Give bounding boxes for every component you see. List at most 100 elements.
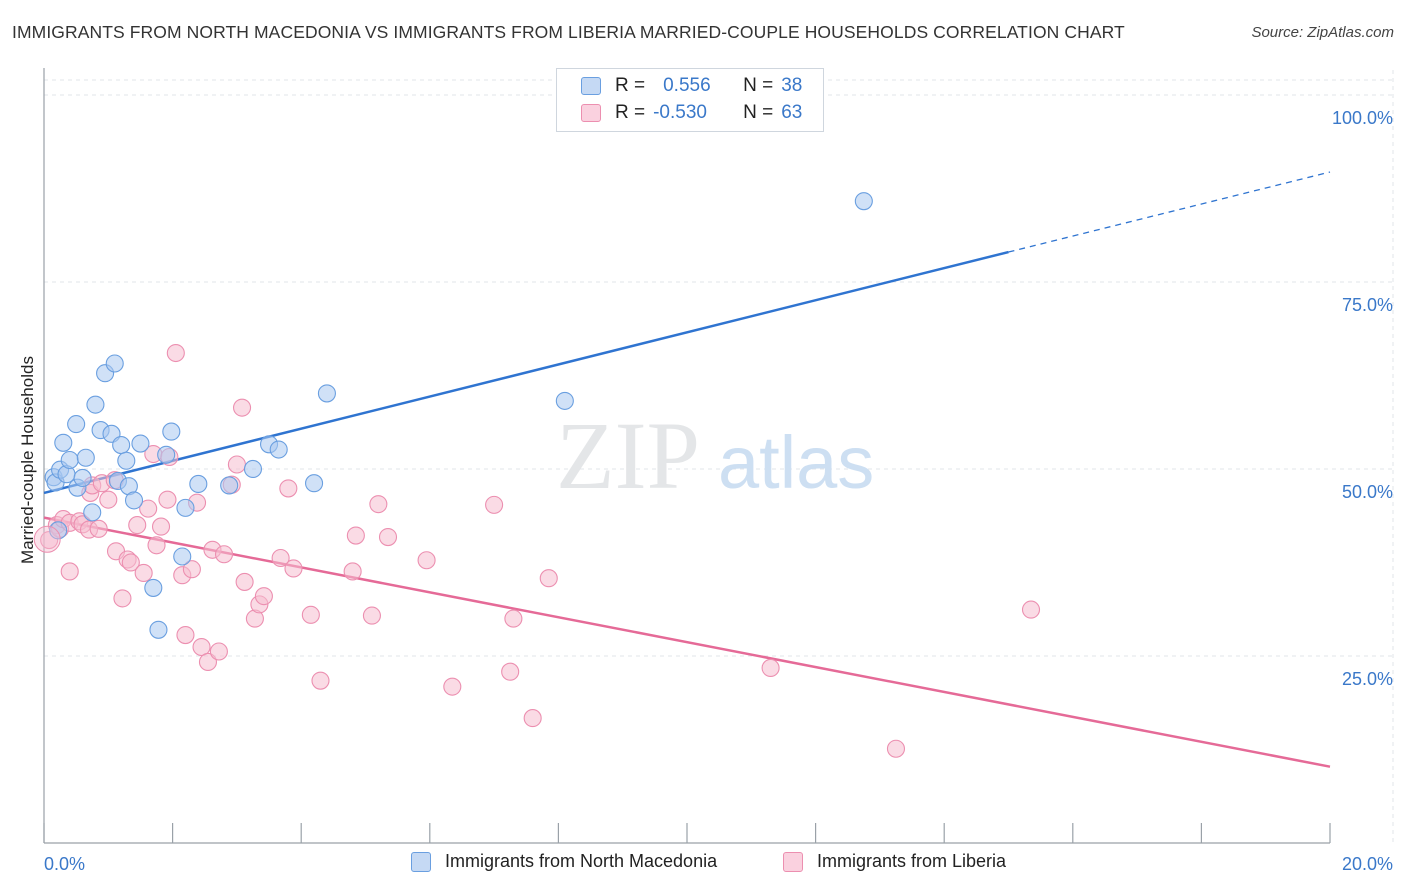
legend-r-value: 0.556 [663, 75, 711, 96]
pink-point [151, 517, 171, 536]
blue-point [124, 491, 144, 510]
blue-point [317, 384, 336, 403]
pink-point [311, 671, 330, 690]
pink-point [417, 551, 436, 570]
pink-point [121, 553, 140, 572]
blue-point [189, 474, 208, 493]
legend-item-liberia[interactable]: Immigrants from Liberia [783, 851, 1006, 872]
pink-point [158, 490, 177, 509]
pink-point [369, 495, 388, 514]
blue-point [49, 521, 68, 540]
pink-point [227, 455, 246, 474]
y-tick-label: 50.0% [1342, 482, 1393, 502]
x-tick-label-max: 20.0% [1342, 854, 1393, 874]
blue-point [76, 448, 95, 467]
blue-point [73, 468, 92, 488]
blue-point [131, 434, 150, 453]
pink-point [301, 605, 320, 624]
axes [43, 68, 1331, 844]
x-tick-label-min: 0.0% [44, 854, 85, 874]
pink-point [128, 516, 147, 535]
blue-point [176, 498, 195, 517]
pink-point [192, 637, 211, 657]
pink-point [539, 569, 558, 588]
trend-line-blue [43, 250, 1009, 495]
legend-r-label: R = [615, 102, 646, 123]
legend-swatch-pink [783, 851, 803, 872]
blue-point [67, 415, 86, 434]
pink-point [214, 545, 234, 564]
pink-point [89, 519, 108, 538]
pink-point [134, 563, 153, 583]
pink-point [60, 562, 79, 581]
pink-point [139, 499, 158, 518]
blue-point [60, 450, 79, 470]
pink-point [254, 587, 273, 606]
blue-point [86, 395, 105, 414]
watermark-atlas: atlas [718, 421, 874, 504]
pink-point [343, 562, 362, 581]
blue-point [269, 440, 288, 459]
pink-point [182, 560, 201, 579]
trend-line-pink [43, 516, 1331, 768]
blue-point [220, 476, 239, 495]
pink-point [113, 589, 132, 608]
pink-point [147, 536, 166, 555]
legend-label: Immigrants from North Macedonia [445, 851, 718, 871]
blue-point [555, 391, 574, 410]
y-tick-label: 75.0% [1342, 295, 1393, 315]
pink-point [176, 625, 195, 645]
pink-point [761, 658, 780, 678]
pink-point [346, 526, 365, 545]
stats-legend: R = 0.556 N = 38 R = -0.530 N = 63 [556, 68, 824, 132]
pink-point [1021, 600, 1041, 619]
pink-point [485, 495, 504, 514]
pink-point [166, 343, 185, 363]
blue-point [149, 620, 168, 639]
pink-point [378, 528, 398, 547]
blue-point [243, 459, 263, 479]
legend-r-label: R = [615, 75, 646, 96]
pink-point [235, 572, 254, 591]
pink-point [279, 479, 298, 498]
source-label: Source: ZipAtlas.com [1251, 24, 1394, 41]
blue-point [117, 451, 136, 470]
pink-point [209, 642, 228, 661]
legend-label: Immigrants from Liberia [817, 851, 1007, 871]
legend-swatch-blue [581, 77, 601, 95]
blue-point [112, 435, 131, 455]
pink-point [198, 652, 218, 672]
blue-point [305, 474, 324, 493]
pink-point [886, 739, 906, 758]
blue-point [105, 354, 124, 373]
pink-point [362, 606, 381, 625]
blue-point [162, 422, 181, 441]
y-axis-label: Married-couple Households [18, 356, 37, 564]
legend-n-label: N = [743, 102, 774, 123]
pink-point [271, 548, 290, 568]
legend-n-value: 38 [781, 75, 803, 96]
pink-point [504, 609, 523, 628]
blue-point [54, 433, 73, 452]
legend-n-value: 63 [781, 102, 803, 123]
pink-point [501, 662, 520, 681]
pink-point [232, 398, 252, 417]
pink-point [523, 709, 542, 728]
watermark: ZIP atlas [556, 402, 874, 509]
data-points [33, 192, 1041, 758]
y-tick-label: 25.0% [1342, 669, 1393, 689]
legend-n-label: N = [743, 75, 774, 96]
blue-point [83, 503, 102, 522]
y-tick-label: 100.0% [1332, 108, 1393, 128]
legend-item-macedonia[interactable]: Immigrants from North Macedonia [411, 851, 717, 872]
legend-r-value: -0.530 [653, 102, 707, 123]
blue-point [157, 445, 176, 464]
pink-point [284, 559, 303, 578]
pink-point-cluster [33, 525, 61, 553]
pink-point [99, 490, 118, 509]
tick-labels: 25.0% 50.0% 75.0% 100.0% 0.0% 20.0% [44, 108, 1393, 874]
pink-point [443, 677, 462, 696]
trend-lines [43, 171, 1331, 768]
legend-swatch-pink [581, 104, 601, 122]
